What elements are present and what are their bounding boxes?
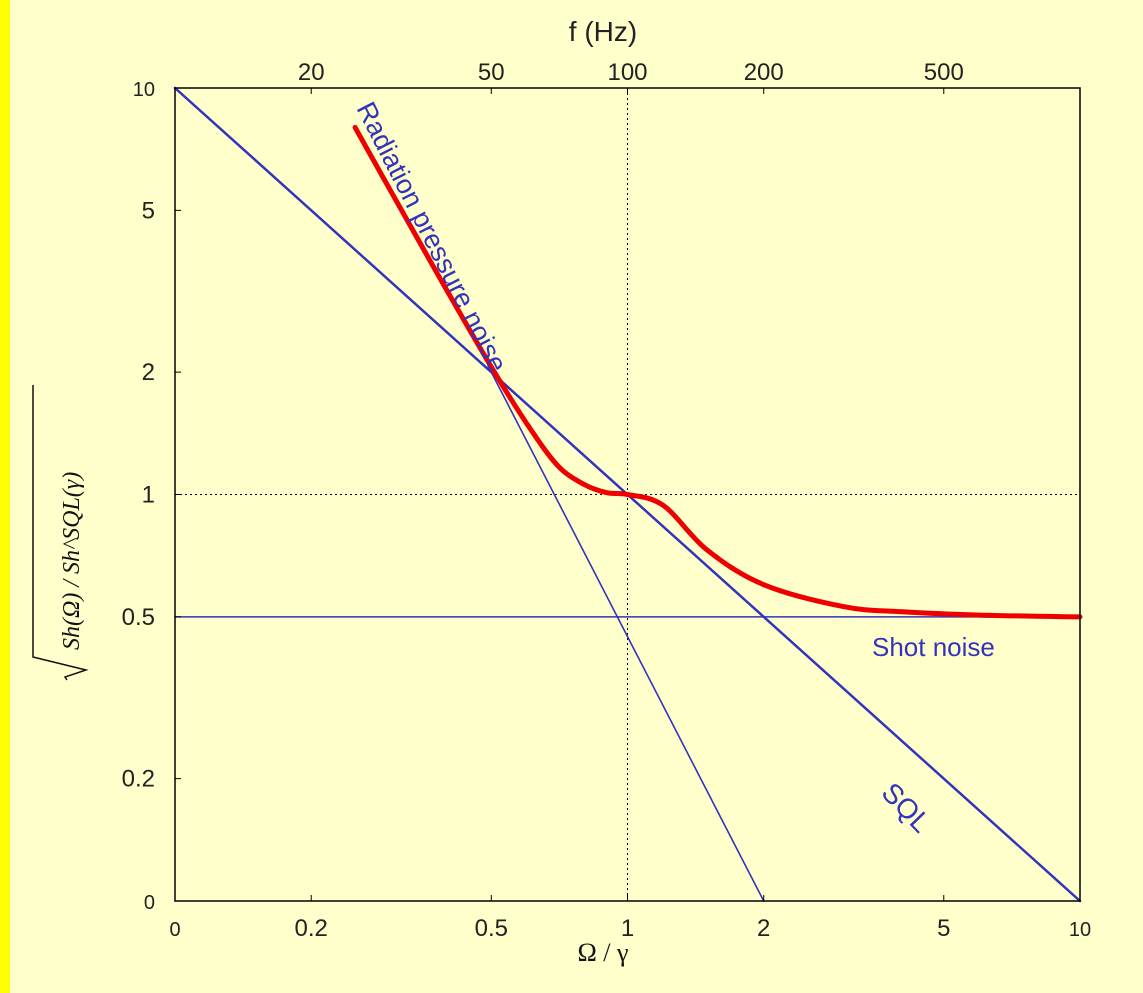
y-tick-label: 5: [142, 197, 155, 224]
y-tick-label: 0: [144, 892, 155, 914]
x-tick-label: 10: [1069, 919, 1091, 941]
y-axis-label-text: Sh(Ω) / Sh^SQL(γ): [59, 472, 85, 650]
left-accent-band: [0, 0, 10, 993]
x-tick-label: 1: [621, 915, 634, 942]
y-axis-label: Sh(Ω) / Sh^SQL(γ): [32, 385, 89, 681]
y-tick-label: 0.2: [122, 766, 155, 793]
y-tick-label: 1: [142, 482, 155, 509]
x-tick-label: 2: [757, 915, 770, 942]
top-tick-label: 100: [607, 59, 647, 86]
x-axis-label: Ω / γ: [577, 938, 628, 967]
top-tick-label: 200: [744, 59, 784, 86]
sqrt-radical-icon: [32, 385, 89, 681]
annotation-shot-noise: Shot noise: [872, 632, 995, 662]
series-layer: [173, 86, 1083, 903]
y-tick-label: 0.5: [122, 604, 155, 631]
annotation-sql: SQL: [876, 777, 937, 839]
x-tick-label: 5: [937, 915, 950, 942]
radiation-pressure-noise-line: [490, 371, 765, 902]
top-tick-label: 20: [298, 59, 325, 86]
x-tick-label: 0.2: [295, 915, 328, 942]
total-noise-curve: [352, 124, 1083, 620]
top-axis-label: f (Hz): [569, 16, 637, 47]
y-tick-label: 10: [133, 79, 155, 101]
top-tick-label: 50: [478, 59, 505, 86]
x-tick-label: 0.5: [475, 915, 508, 942]
y-tick-label: 2: [142, 359, 155, 386]
top-tick-label: 500: [924, 59, 964, 86]
annotation-radiation-pressure-noise: Radiation pressure noise: [351, 97, 513, 377]
x-tick-label: 0: [169, 919, 180, 941]
